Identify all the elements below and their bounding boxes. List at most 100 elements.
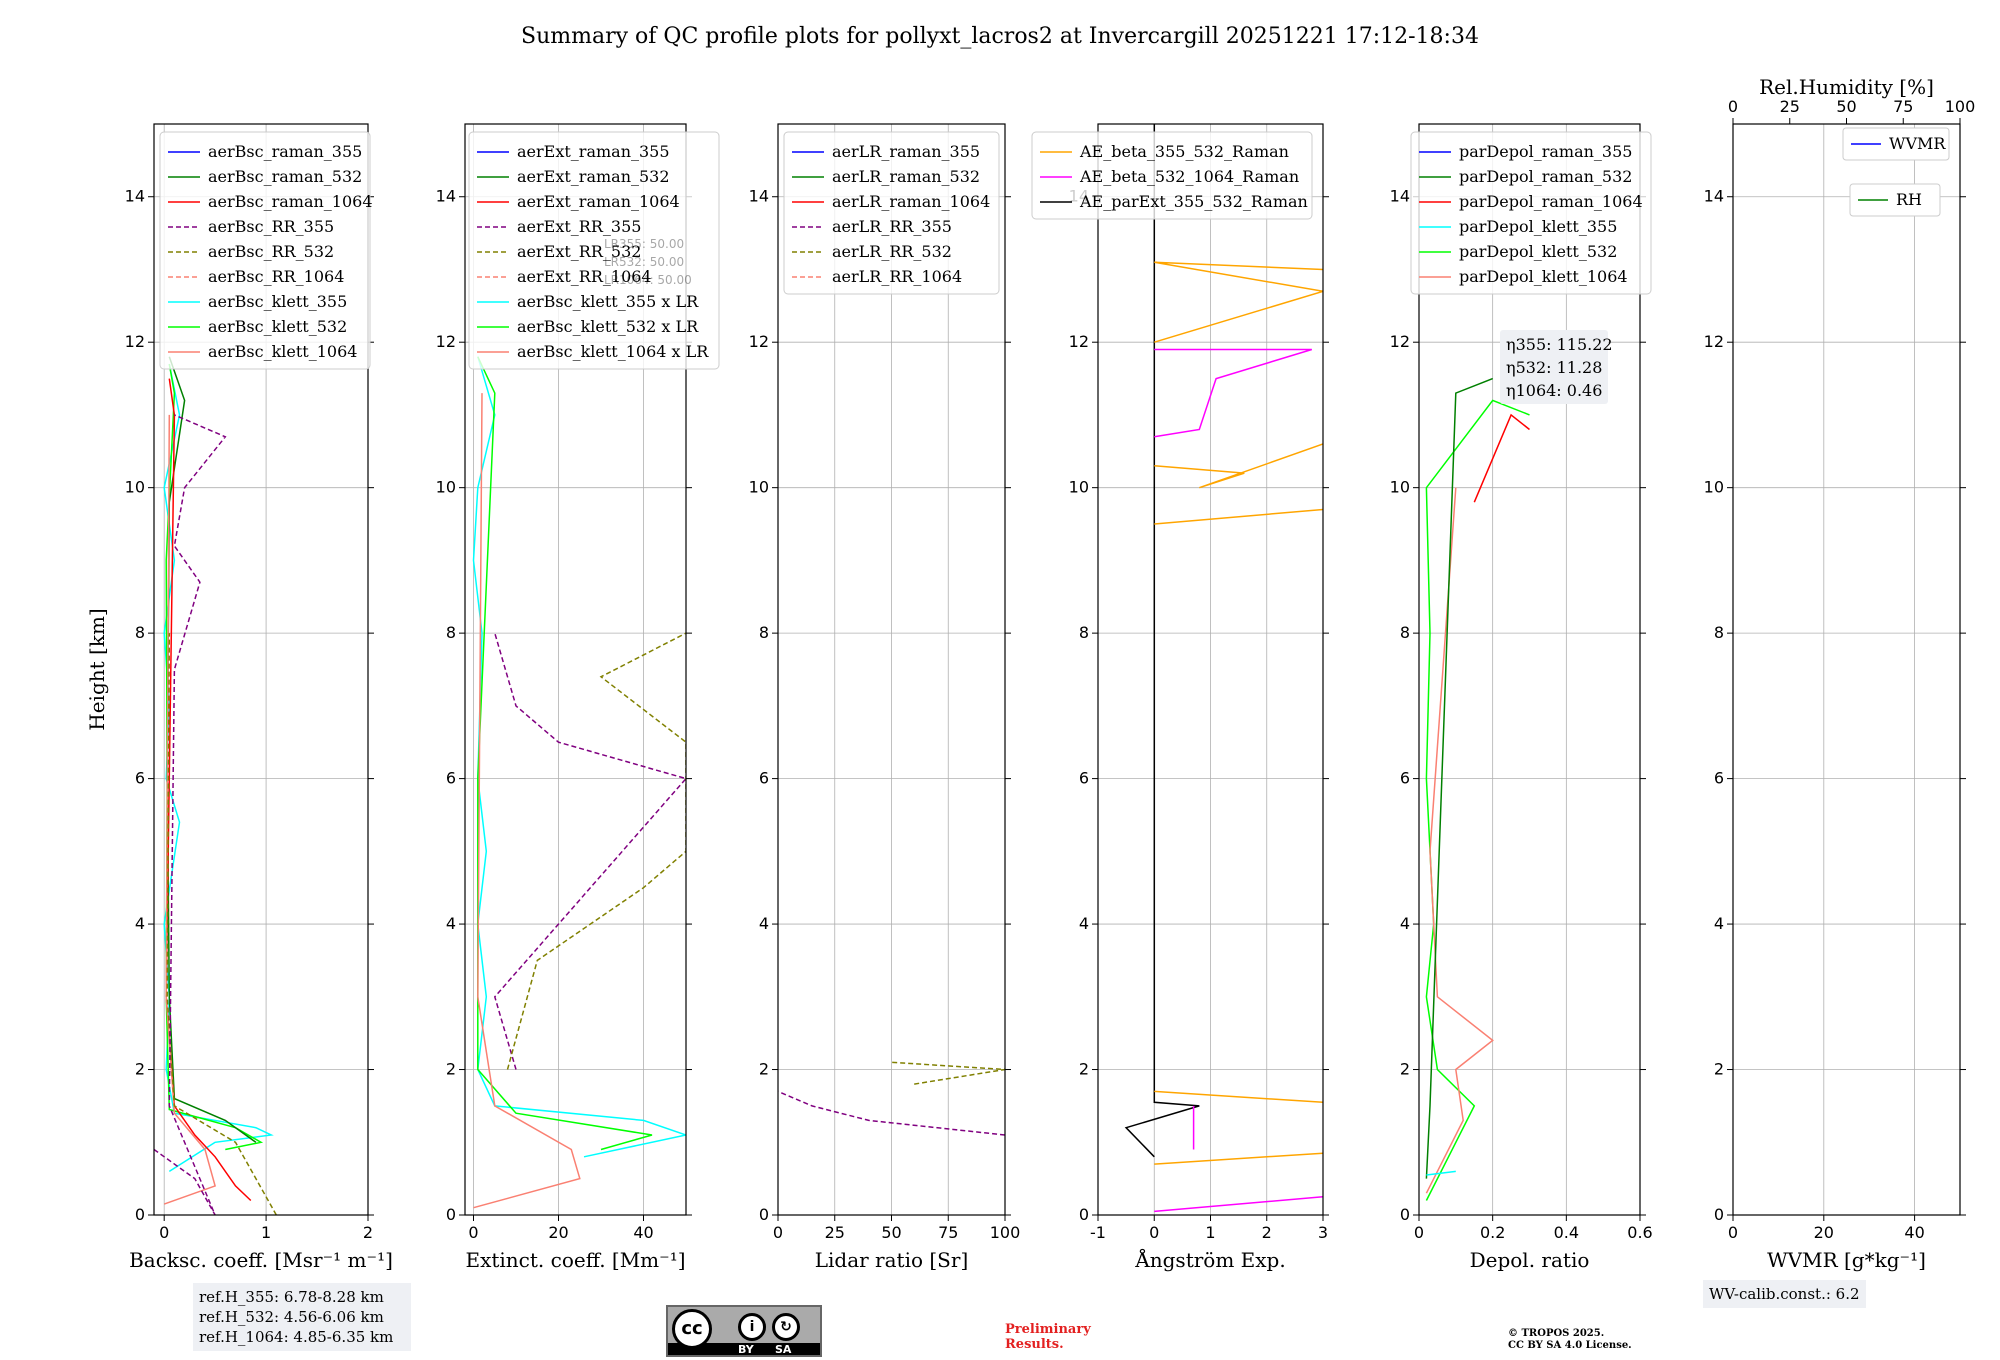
legend-label: AE_beta_355_532_Raman <box>1079 142 1289 161</box>
y-tick-label: 6 <box>1079 769 1089 788</box>
ref-h-1064: ref.H_1064: 4.85-6.35 km <box>199 1328 394 1346</box>
legend-label: aerBsc_RR_355 <box>208 217 334 236</box>
x-tick-label: 2 <box>1262 1223 1272 1242</box>
cc-logo-icon: cc <box>672 1309 712 1349</box>
cc-sa-label: SA <box>775 1343 792 1356</box>
series-pardepol-klett-532 <box>1425 399 1530 1201</box>
copyright-note: © TROPOS 2025. CC BY SA 4.0 License. <box>1508 1328 1632 1352</box>
y-tick-label: 0 <box>1714 1205 1724 1224</box>
series-aerbsc-klett-355-x-lr <box>472 356 686 1158</box>
x-tick-label: 40 <box>1904 1223 1924 1242</box>
series-pardepol-klett-1064 <box>1425 487 1494 1194</box>
y-tick-label: 8 <box>1400 623 1410 642</box>
legend-label: aerExt_RR_532 <box>517 242 641 261</box>
legend-label: aerExt_RR_355 <box>517 217 641 236</box>
y-tick-label: 0 <box>446 1205 456 1224</box>
y-tick-label: 10 <box>1704 478 1724 497</box>
series-ae-beta-355-532-raman-d <box>1154 443 1323 489</box>
x-tick-label: 0 <box>1414 1223 1424 1242</box>
y-tick-label: 0 <box>1400 1205 1410 1224</box>
y-tick-label: 2 <box>135 1060 145 1079</box>
legend-label: aerLR_raman_532 <box>832 167 980 186</box>
series-aerbsc-klett-1064-x-lr <box>473 393 581 1209</box>
lr-label: LR355: 50.00 <box>604 237 684 251</box>
y-tick-label: 12 <box>1069 332 1089 351</box>
series-aerext-rr-355 <box>493 632 686 1070</box>
series-group <box>154 356 277 1215</box>
y-tick-label: 10 <box>749 478 769 497</box>
x-tick-label: 1 <box>1205 1223 1215 1242</box>
y-tick-label: 2 <box>1079 1060 1089 1079</box>
legend-label: AE_beta_532_1064_Raman <box>1079 167 1299 186</box>
legend-box <box>1842 127 1950 161</box>
legend-label: parDepol_klett_532 <box>1459 242 1617 261</box>
top-x-tick-label: 0 <box>1728 97 1738 116</box>
legend-label: aerBsc_RR_1064 <box>208 267 344 286</box>
series-ae-beta-355-532-raman <box>1154 1152 1323 1165</box>
top-x-tick-label: 50 <box>1836 97 1856 116</box>
legend-label: aerBsc_klett_532 x LR <box>517 317 699 336</box>
y-tick-label: 10 <box>1069 478 1089 497</box>
series-ae-beta-532-1064-raman-c <box>1154 348 1313 438</box>
lr-label: LR1064: 50.00 <box>604 273 692 287</box>
y-tick-label: 4 <box>446 914 456 933</box>
x-tick-label: 75 <box>938 1223 958 1242</box>
x-tick-label: 20 <box>1814 1223 1834 1242</box>
legend-box <box>159 131 371 370</box>
series-aerbsc-klett-355 <box>163 363 274 1173</box>
x-tick-label: 0.6 <box>1627 1223 1652 1242</box>
x-axis-label: WVMR [g*kg⁻¹] <box>1767 1248 1926 1272</box>
y-tick-label: 12 <box>1390 332 1410 351</box>
y-tick-label: 0 <box>1079 1205 1089 1224</box>
legend-label: aerLR_RR_532 <box>832 242 952 261</box>
y-tick-label: 2 <box>759 1060 769 1079</box>
y-tick-label: 12 <box>1704 332 1724 351</box>
panel-wv: 0 20 40 0 2 4 6 8 10 12 14 WVMR [g*kg⁻¹] Rel.Humidit… <box>1704 75 1976 1272</box>
x-tick-label: 0 <box>468 1223 478 1242</box>
preliminary-results-note: Preliminary Results. <box>1005 1322 1091 1352</box>
y-axis-label: Height [km] <box>85 608 109 730</box>
legend-label: WVMR <box>1889 134 1946 153</box>
axes-frame <box>1418 123 1641 1216</box>
legend-label: parDepol_raman_355 <box>1459 142 1632 161</box>
legend-box <box>1849 183 1941 217</box>
legend-label: parDepol_klett_1064 <box>1459 267 1628 286</box>
legend-label: aerBsc_raman_1064 <box>208 192 373 211</box>
series-aerext-rr-532 <box>506 632 686 1070</box>
x-tick-label: 0 <box>1149 1223 1159 1242</box>
y-tick-label: 14 <box>1704 187 1724 206</box>
series-group <box>472 356 686 1209</box>
series-pardepol-klett-355 <box>1426 1170 1456 1176</box>
legend-label: RH <box>1896 190 1922 209</box>
legend-label: aerExt_raman_1064 <box>517 192 680 211</box>
x-tick-label: 20 <box>548 1223 568 1242</box>
legend-box <box>468 131 720 370</box>
by-person-icon: i <box>738 1313 766 1341</box>
eta-label: η532: 11.28 <box>1506 358 1602 377</box>
panel-ext: 0 20 40 0 2 4 6 8 10 12 14 Extinct. coeff. [Mm⁻¹] ae… <box>436 123 720 1272</box>
series-aerbsc-rr-532 <box>166 633 277 1215</box>
series-group <box>1425 377 1530 1201</box>
legend-label: parDepol_raman_1064 <box>1459 192 1643 211</box>
top-x-tick-label: 25 <box>1780 97 1800 116</box>
copyright-line2: CC BY SA 4.0 License. <box>1508 1340 1632 1351</box>
series-ae-beta-355-532-raman-c <box>1154 508 1323 525</box>
y-tick-label: 14 <box>436 187 456 206</box>
legend-label: aerLR_RR_355 <box>832 217 952 236</box>
panel-ae: -1012302468101214Ångström Exp.AE_beta_35… <box>1031 123 1329 1272</box>
legend-label: parDepol_klett_355 <box>1459 217 1617 236</box>
axes-frame <box>464 123 687 1216</box>
series-group <box>1124 124 1323 1213</box>
legend-label: aerExt_raman_532 <box>517 167 670 186</box>
y-tick-label: 0 <box>135 1205 145 1224</box>
y-tick-label: 6 <box>1714 769 1724 788</box>
x-tick-label: 0 <box>159 1223 169 1242</box>
panel-lr: 0 25 50 75 100 0 2 4 6 8 10 12 14 Lidar ratio [Sr] aer… <box>749 123 1020 1272</box>
series-group <box>778 1061 1005 1136</box>
series-ae-beta-355-532-raman-e <box>1154 261 1323 343</box>
x-tick-label: 1 <box>261 1223 271 1242</box>
wv-calibration-box: WV-calib.const.: 6.2 <box>1703 1280 1866 1308</box>
x-tick-label: 50 <box>881 1223 901 1242</box>
